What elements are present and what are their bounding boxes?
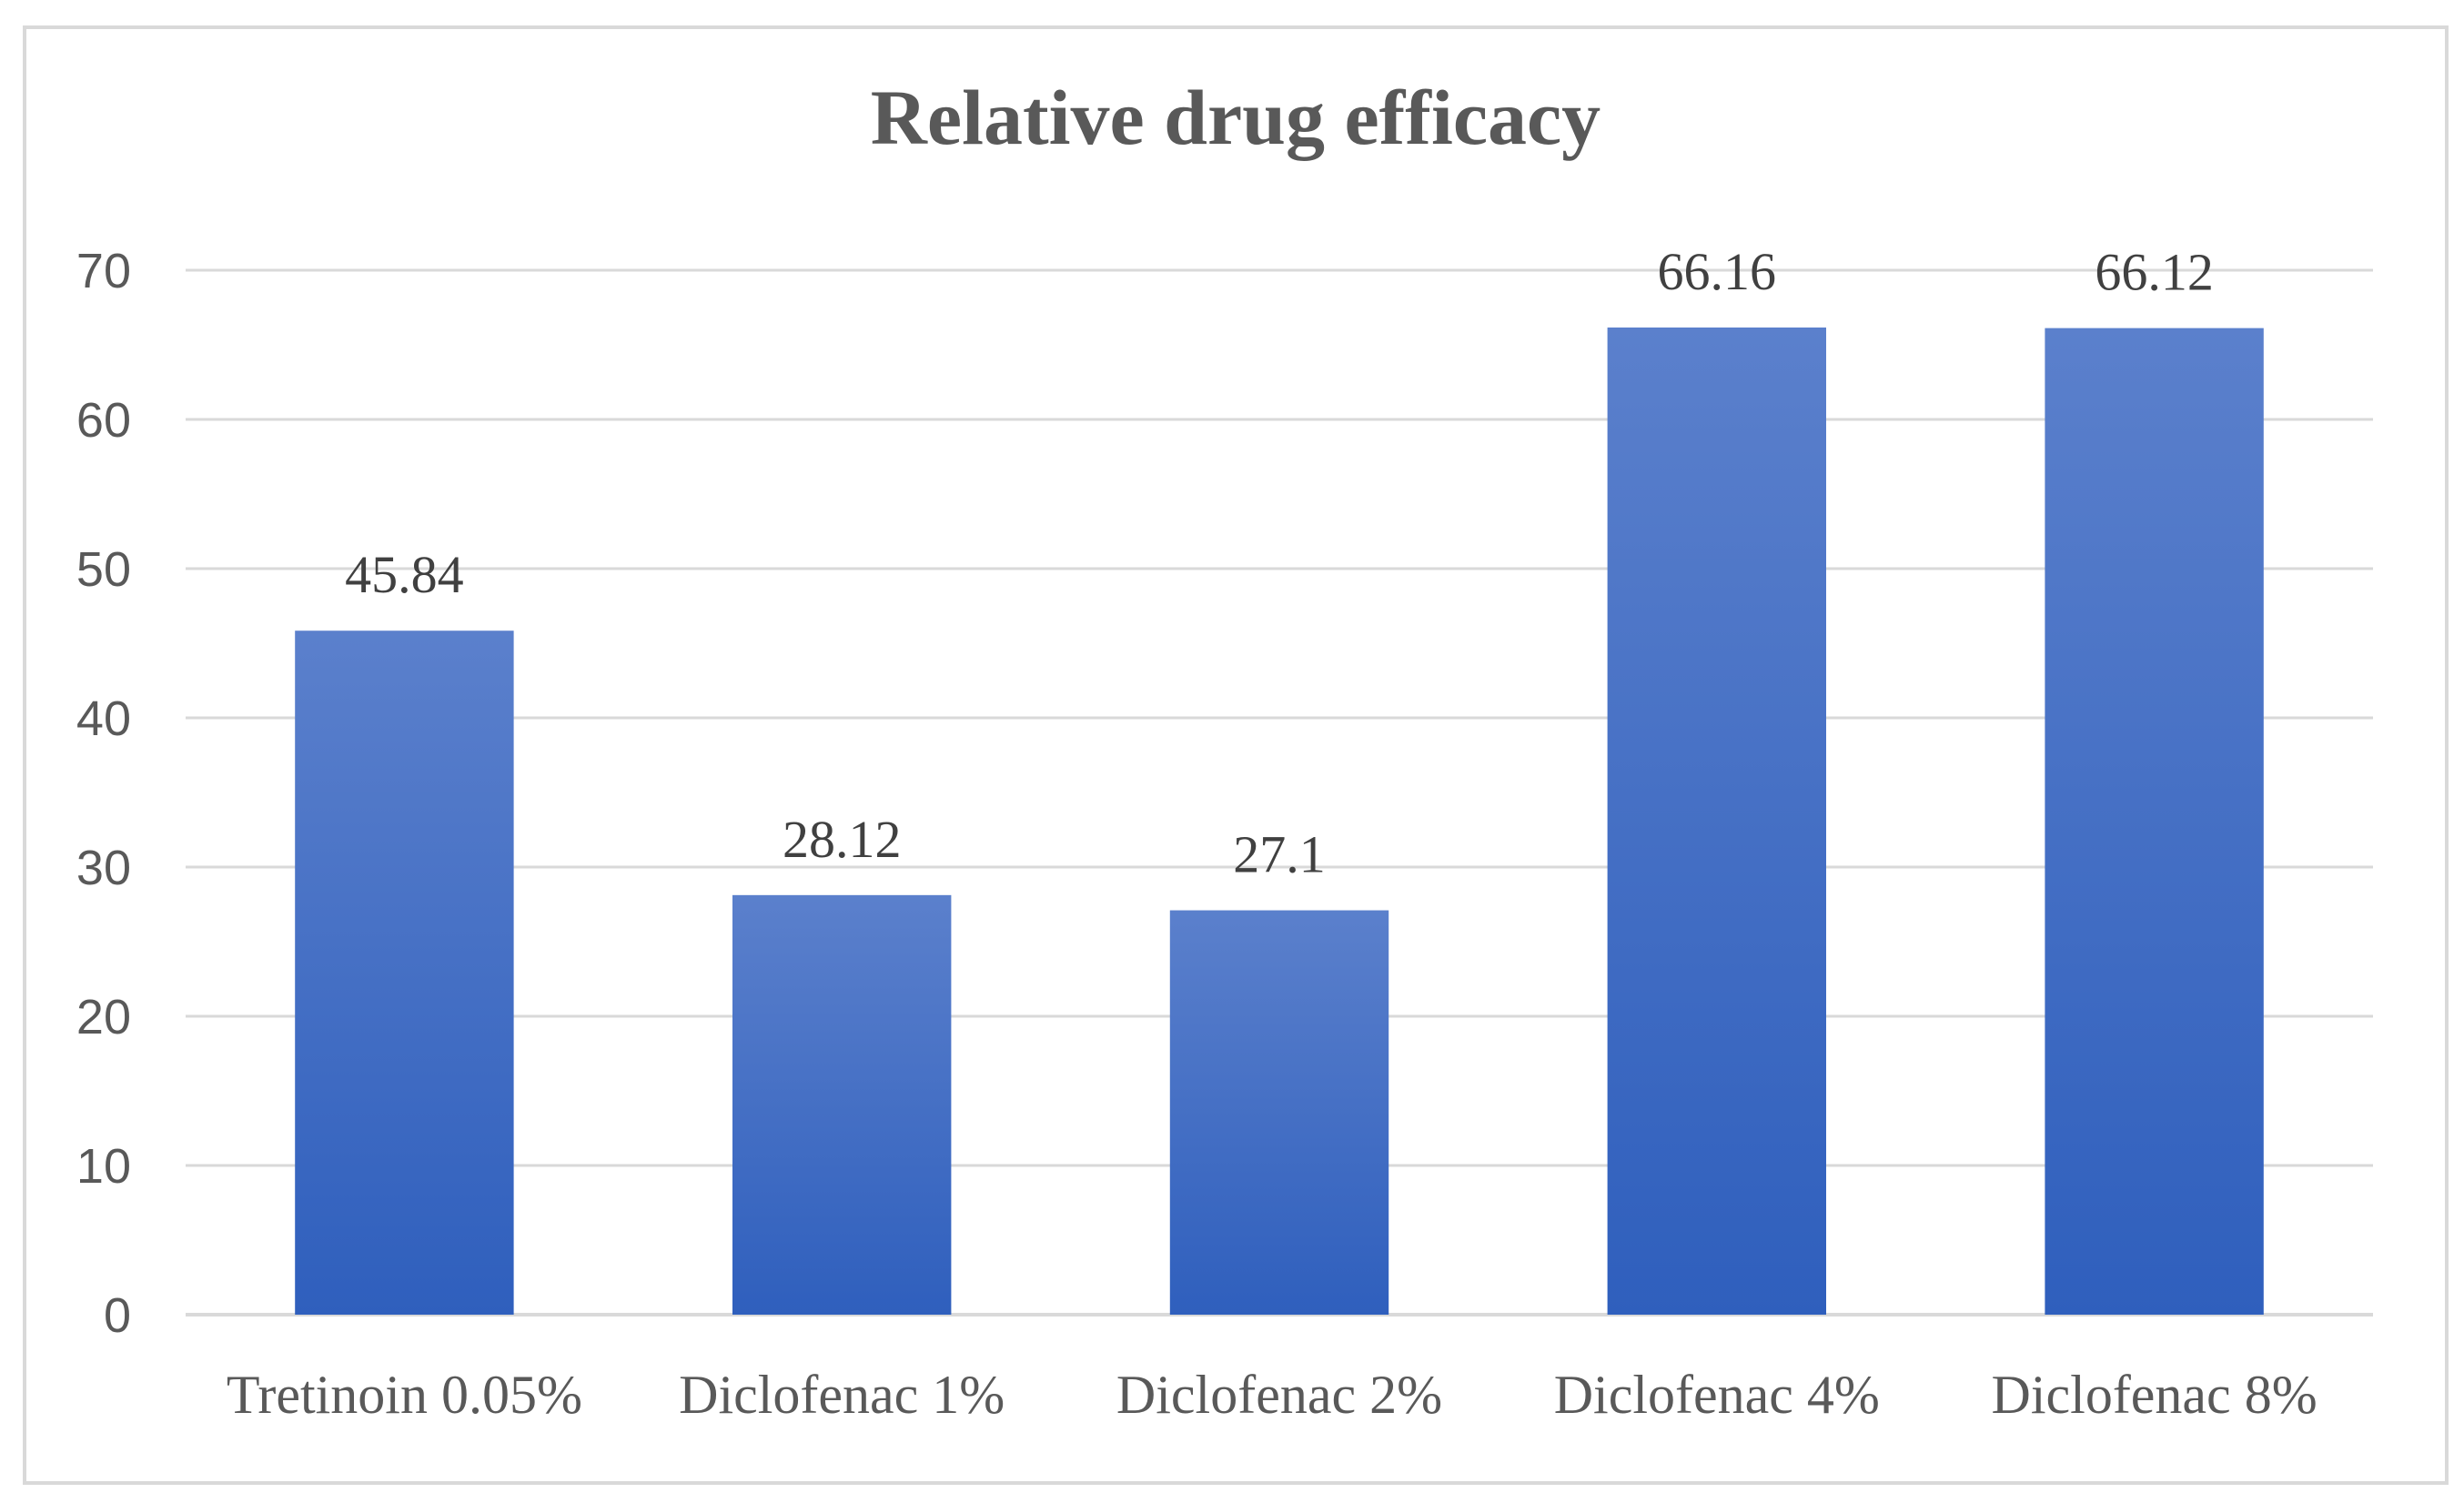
x-category-label: Tretinoin 0.05% bbox=[227, 1365, 582, 1425]
data-label: 66.16 bbox=[1658, 242, 1777, 301]
y-tick-label: 60 bbox=[76, 393, 131, 448]
y-tick-label: 0 bbox=[104, 1288, 131, 1343]
x-category-label: Diclofenac 2% bbox=[1116, 1365, 1442, 1425]
y-tick-label: 70 bbox=[76, 244, 131, 298]
y-tick-label: 20 bbox=[76, 990, 131, 1044]
data-label: 66.12 bbox=[2095, 243, 2214, 302]
data-label: 27.1 bbox=[1233, 825, 1326, 884]
data-label: 28.12 bbox=[783, 810, 902, 869]
data-label: 45.84 bbox=[345, 545, 464, 604]
bar bbox=[732, 894, 952, 1315]
y-tick-label: 50 bbox=[76, 542, 131, 597]
bar bbox=[2045, 328, 2264, 1316]
bar bbox=[295, 630, 514, 1315]
x-category-label: Diclofenac 4% bbox=[1554, 1365, 1880, 1425]
bar bbox=[1607, 327, 1826, 1315]
bar bbox=[1169, 910, 1389, 1315]
bar-chart: Relative drug efficacy 0 10 20 30 40 50 60 70 4… bbox=[76, 74, 2373, 1425]
y-tick-label: 10 bbox=[76, 1139, 131, 1194]
chart-title: Relative drug efficacy bbox=[871, 74, 1601, 161]
x-category-label: Diclofenac 1% bbox=[679, 1365, 1005, 1425]
y-tick-label: 40 bbox=[76, 691, 131, 746]
y-tick-label: 30 bbox=[76, 841, 131, 895]
x-category-label: Diclofenac 8% bbox=[1992, 1365, 2318, 1425]
chart-frame: Relative drug efficacy 0 10 20 30 40 50 60 70 4… bbox=[23, 25, 2449, 1485]
